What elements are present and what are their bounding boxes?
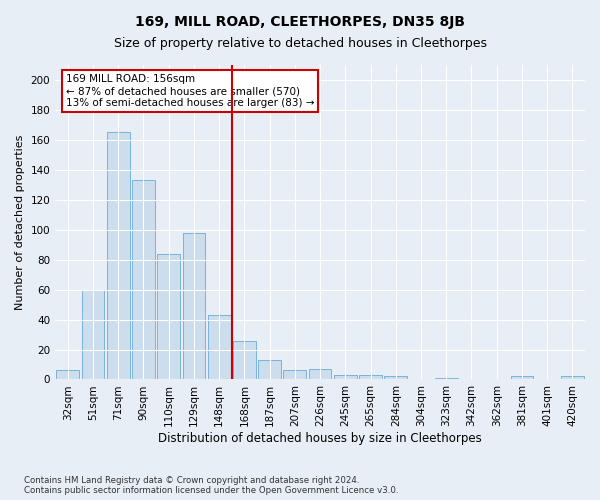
Bar	[182, 232, 205, 380]
Bar	[334, 375, 356, 380]
Text: Size of property relative to detached houses in Cleethorpes: Size of property relative to detached ho…	[113, 38, 487, 51]
Bar	[511, 376, 533, 380]
Bar	[435, 378, 458, 380]
Bar	[56, 370, 79, 380]
Bar	[82, 290, 104, 380]
Y-axis label: Number of detached properties: Number of detached properties	[15, 134, 25, 310]
Bar	[561, 376, 584, 380]
Bar	[309, 369, 331, 380]
Bar	[385, 376, 407, 380]
Bar	[359, 375, 382, 380]
Bar	[157, 254, 180, 380]
Bar	[208, 315, 230, 380]
Bar	[107, 132, 130, 380]
Bar	[233, 340, 256, 380]
Bar	[258, 360, 281, 380]
Bar	[283, 370, 306, 380]
Bar	[132, 180, 155, 380]
Text: 169, MILL ROAD, CLEETHORPES, DN35 8JB: 169, MILL ROAD, CLEETHORPES, DN35 8JB	[135, 15, 465, 29]
X-axis label: Distribution of detached houses by size in Cleethorpes: Distribution of detached houses by size …	[158, 432, 482, 445]
Text: 169 MILL ROAD: 156sqm
← 87% of detached houses are smaller (570)
13% of semi-det: 169 MILL ROAD: 156sqm ← 87% of detached …	[66, 74, 314, 108]
Text: Contains HM Land Registry data © Crown copyright and database right 2024.
Contai: Contains HM Land Registry data © Crown c…	[24, 476, 398, 495]
